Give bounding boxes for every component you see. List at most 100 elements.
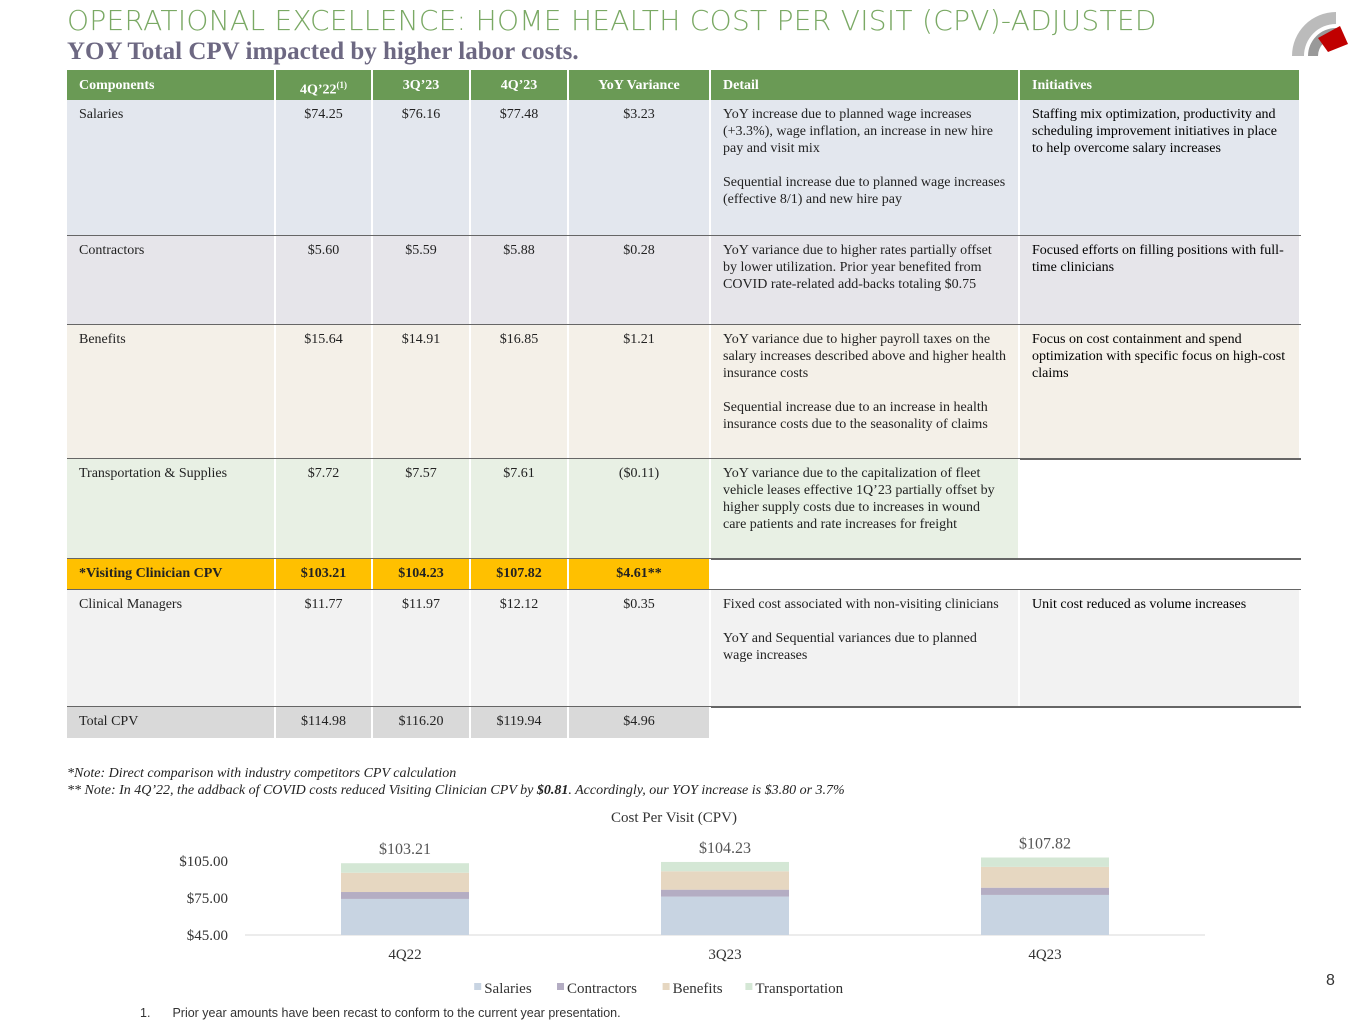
header-cell: 4Q’23 — [471, 70, 569, 100]
header-cell: Detail — [711, 70, 1020, 100]
table-cell: $3.23 — [569, 100, 711, 236]
x-tick-label: 4Q22 — [388, 947, 421, 963]
table-cell: YoY variance due to higher payroll taxes… — [711, 325, 1020, 459]
bar-segment — [661, 896, 789, 935]
legend-swatch — [662, 983, 670, 990]
table-cell: YoY variance due to the capitalization o… — [711, 459, 1020, 559]
table-cell: $116.20 — [373, 707, 471, 738]
page-number: 8 — [1326, 972, 1335, 989]
bar-segment — [341, 892, 469, 899]
subtitle: YOY Total CPV impacted by higher labor c… — [67, 38, 579, 65]
table-cell: $74.25 — [276, 100, 373, 236]
table-cell: Focused efforts on filling positions wit… — [1020, 236, 1301, 325]
table-cell: $12.12 — [471, 590, 569, 707]
detail-paragraph: YoY variance due to higher rates partial… — [723, 243, 992, 292]
table-cell: $5.60 — [276, 236, 373, 325]
header-text: 4Q’22 — [299, 82, 337, 98]
table-cell: $4.96 — [569, 707, 711, 738]
header-sup: (1) — [336, 80, 348, 90]
table-cell: Salaries — [67, 100, 276, 236]
table-cell: *Visiting Clinician CPV — [67, 559, 276, 590]
detail-paragraph: YoY increase due to planned wage increas… — [723, 107, 993, 156]
table-cell: $0.35 — [569, 590, 711, 707]
y-tick-label: $105.00 — [179, 854, 228, 870]
table-cell: $15.64 — [276, 325, 373, 459]
footnote: 1. Prior year amounts have been recast to… — [140, 1006, 621, 1020]
table-cell: Clinical Managers — [67, 590, 276, 707]
chart: Cost Per Visit (CPV) $45.00 $75.00 $105.00 $… — [179, 810, 1205, 997]
bar-segment — [661, 889, 789, 897]
table-cell: $77.48 — [471, 100, 569, 236]
table-cell: $76.16 — [373, 100, 471, 236]
bar-segment — [981, 887, 1109, 895]
table-cell: $114.98 — [276, 707, 373, 738]
legend-label: Contractors — [567, 981, 637, 997]
bar-segment — [341, 898, 469, 935]
chart-title: Cost Per Visit (CPV) — [611, 810, 737, 826]
detail-paragraph: YoY and Sequential variances due to plan… — [723, 631, 977, 663]
legend-swatch — [474, 983, 482, 990]
footnote-number: 1. — [140, 1006, 151, 1020]
table-cell: $1.21 — [569, 325, 711, 459]
y-tick-label: $45.00 — [187, 928, 228, 944]
note-bold: $0.81 — [536, 783, 569, 798]
note-text: ** Note: In 4Q’22, the addback of COVID … — [67, 783, 537, 798]
header-cell: 4Q’22(1) — [276, 70, 373, 100]
x-tick-label: 4Q23 — [1028, 947, 1061, 963]
table-cell: Benefits — [67, 325, 276, 459]
bar-segment — [341, 872, 469, 893]
legend-label: Benefits — [673, 981, 723, 997]
table-cell: $16.85 — [471, 325, 569, 459]
legend-label: Transportation — [755, 981, 843, 997]
bar-segment — [661, 871, 789, 890]
table-cell: Transportation & Supplies — [67, 459, 276, 559]
bar-segment — [661, 861, 789, 872]
legend-swatch — [557, 983, 564, 990]
note: ** Note: In 4Q’22, the addback of COVID … — [67, 783, 845, 799]
total-label: $104.23 — [699, 840, 751, 857]
total-label: $107.82 — [1019, 836, 1071, 853]
detail-paragraph: YoY variance due to higher payroll taxes… — [723, 332, 1006, 381]
total-label: $103.21 — [379, 841, 431, 858]
table-cell: $7.72 — [276, 459, 373, 559]
footnote-text: Prior year amounts have been recast to c… — [172, 1006, 621, 1020]
bar-segment — [981, 857, 1109, 867]
header-cell: Components — [67, 70, 276, 100]
table-cell: $5.88 — [471, 236, 569, 325]
table-cell: YoY increase due to planned wage increas… — [711, 100, 1020, 236]
bar-segment — [981, 866, 1109, 888]
table-cell: $11.97 — [373, 590, 471, 707]
bar-segment — [341, 863, 469, 873]
detail-paragraph: Sequential increase due to planned wage … — [723, 175, 1006, 207]
table-cell: $11.77 — [276, 590, 373, 707]
note-text: . Accordingly, our YOY increase is $3.80… — [568, 783, 845, 798]
table-cell: $0.28 — [569, 236, 711, 325]
table-cell: $103.21 — [276, 559, 373, 590]
table-cell: Total CPV — [67, 707, 276, 738]
table-cell: Staffing mix optimization, productivity … — [1020, 100, 1301, 236]
y-tick-label: $75.00 — [187, 891, 228, 907]
header-cell: Initiatives — [1020, 70, 1301, 100]
legend-swatch — [745, 983, 753, 990]
table-cell: $7.61 — [471, 459, 569, 559]
table-cell: $4.61** — [569, 559, 711, 590]
logo — [1292, 12, 1348, 56]
header-cell: 3Q’23 — [373, 70, 471, 100]
table-cell: $107.82 — [471, 559, 569, 590]
table-cell: $14.91 — [373, 325, 471, 459]
note: *Note: Direct comparison with industry c… — [67, 766, 457, 781]
table-cell: Unit cost reduced as volume increases — [1020, 590, 1301, 707]
table-cell: $5.59 — [373, 236, 471, 325]
legend-label: Salaries — [484, 981, 532, 997]
x-tick-label: 3Q23 — [708, 947, 741, 963]
table-cell: Contractors — [67, 236, 276, 325]
detail-paragraph: Sequential increase due to an increase i… — [723, 400, 988, 432]
table-cell: $7.57 — [373, 459, 471, 559]
bar-segment — [981, 894, 1109, 935]
table-cell: Fixed cost associated with non-visiting … — [711, 590, 1020, 707]
table-cell: $104.23 — [373, 559, 471, 590]
header-cell: YoY Variance — [569, 70, 711, 100]
table-cell: $119.94 — [471, 707, 569, 738]
title: OPERATIONAL EXCELLENCE: HOME HEALTH COST… — [67, 4, 1157, 37]
